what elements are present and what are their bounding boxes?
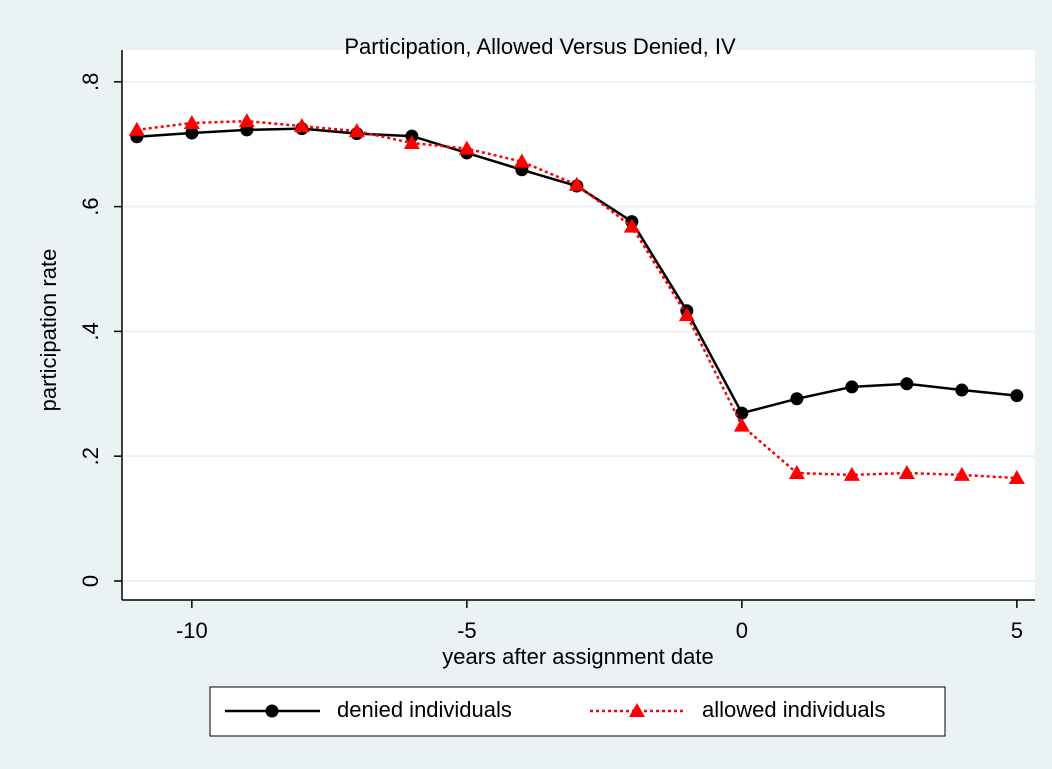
plot-area: [122, 50, 1035, 600]
y-axis-label: participation rate: [36, 249, 61, 412]
marker: [735, 406, 749, 420]
marker: [790, 392, 804, 406]
marker: [238, 113, 255, 128]
marker: [1008, 470, 1025, 485]
marker: [898, 465, 915, 480]
legend-marker: [265, 704, 279, 718]
legend-label: denied individuals: [337, 697, 512, 722]
marker: [513, 153, 530, 168]
x-tick-label: 5: [1011, 618, 1023, 643]
marker: [678, 307, 695, 322]
marker: [128, 121, 145, 136]
chart-title: Participation, Allowed Versus Denied, IV: [344, 34, 736, 59]
marker: [185, 126, 199, 140]
marker: [293, 118, 310, 133]
marker: [568, 176, 585, 191]
x-tick-label: 0: [736, 618, 748, 643]
marker: [900, 377, 914, 391]
x-tick-label: -10: [176, 618, 208, 643]
y-tick-label: .8: [78, 73, 103, 91]
marker: [1010, 389, 1024, 403]
marker: [955, 383, 969, 397]
marker: [845, 380, 859, 394]
y-tick-label: .2: [78, 447, 103, 465]
y-tick-label: 0: [78, 575, 103, 587]
marker: [733, 417, 750, 432]
x-axis-label: years after assignment date: [442, 644, 713, 669]
x-tick-label: -5: [457, 618, 477, 643]
y-tick-label: .6: [78, 197, 103, 215]
legend-label: allowed individuals: [702, 697, 885, 722]
marker: [843, 466, 860, 481]
marker: [458, 140, 475, 155]
marker: [953, 466, 970, 481]
marker: [788, 465, 805, 480]
marker: [183, 115, 200, 130]
marker: [623, 218, 640, 233]
legend-box: [209, 686, 946, 737]
marker: [348, 123, 365, 138]
legend-marker: [629, 703, 645, 717]
y-tick-label: .4: [78, 322, 103, 340]
marker: [403, 134, 420, 149]
